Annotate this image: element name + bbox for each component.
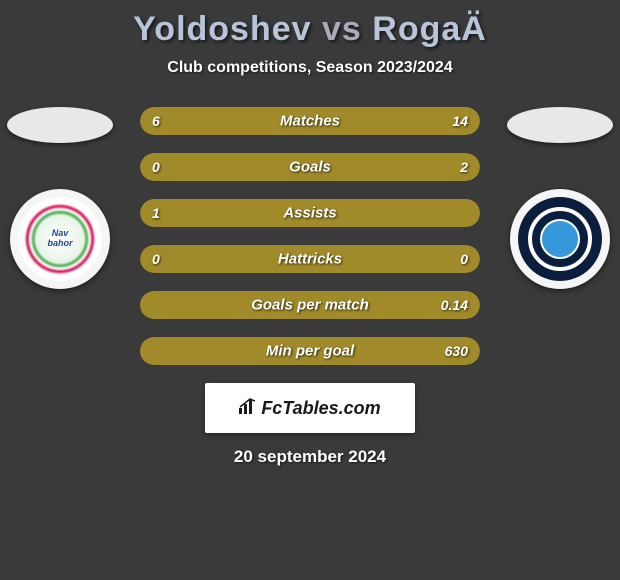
stat-row-min-per-goal: 630 Min per goal: [140, 337, 480, 365]
right-player-column: [500, 107, 620, 289]
brand-text: FcTables.com: [261, 398, 380, 419]
stats-area: 6 14 Matches 0 2 Goals 1 Assists 0 0 Hattricks 0.14…: [0, 107, 620, 365]
player1-name: Yoldoshev: [133, 10, 311, 48]
stat-row-hattricks: 0 0 Hattricks: [140, 245, 480, 273]
date-text: 20 september 2024: [0, 447, 620, 467]
stat-label: Goals per match: [251, 297, 369, 314]
stat-row-goals: 0 2 Goals: [140, 153, 480, 181]
stat-row-goals-per-match: 0.14 Goals per match: [140, 291, 480, 319]
team2-logo: [510, 189, 610, 289]
stat-label: Min per goal: [266, 343, 354, 360]
team1-logo: [10, 189, 110, 289]
stat-row-matches: 6 14 Matches: [140, 107, 480, 135]
player1-avatar-placeholder: [7, 107, 113, 143]
stat-label: Matches: [280, 113, 340, 130]
vs-text: vs: [322, 10, 362, 48]
page-title: Yoldoshev vs RogaÄ: [0, 0, 620, 49]
stat-row-assists: 1 Assists: [140, 199, 480, 227]
stat-value-left: 0: [152, 159, 160, 175]
stat-bars: 6 14 Matches 0 2 Goals 1 Assists 0 0 Hattricks 0.14…: [140, 107, 480, 365]
stat-value-right: 0.14: [441, 297, 468, 313]
stat-label: Goals: [289, 159, 331, 176]
player2-avatar-placeholder: [507, 107, 613, 143]
left-player-column: [0, 107, 120, 289]
comparison-card: Yoldoshev vs RogaÄ Club competitions, Se…: [0, 0, 620, 580]
stat-value-left: 0: [152, 251, 160, 267]
team2-logo-graphic: [518, 197, 602, 281]
stat-value-left: 6: [152, 113, 160, 129]
chart-icon: [239, 398, 257, 419]
stat-value-left: 1: [152, 205, 160, 221]
player2-name: RogaÄ: [372, 10, 487, 48]
stat-value-right: 14: [452, 113, 468, 129]
subtitle: Club competitions, Season 2023/2024: [0, 59, 620, 77]
stat-label: Assists: [283, 205, 336, 222]
stat-value-right: 630: [445, 343, 468, 359]
stat-value-right: 2: [460, 159, 468, 175]
stat-label: Hattricks: [278, 251, 342, 268]
bar-right: [242, 107, 480, 135]
stat-value-right: 0: [460, 251, 468, 267]
team1-logo-graphic: [18, 197, 102, 281]
brand-badge[interactable]: FcTables.com: [205, 383, 415, 433]
